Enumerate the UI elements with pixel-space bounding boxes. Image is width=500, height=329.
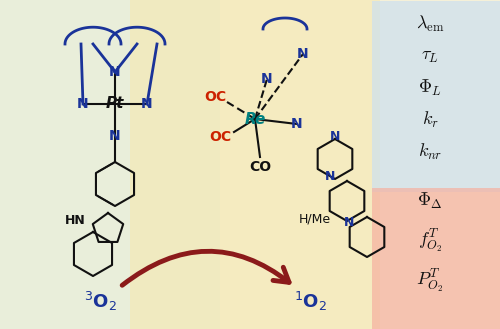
- Text: $P^T_{O_2}$: $P^T_{O_2}$: [416, 267, 444, 295]
- Text: $^1$O$_2$: $^1$O$_2$: [294, 290, 326, 313]
- Text: $\Phi_\Delta$: $\Phi_\Delta$: [417, 191, 443, 211]
- Text: N: N: [261, 72, 273, 86]
- Text: N: N: [141, 97, 153, 111]
- Text: $\lambda_\mathrm{em}$: $\lambda_\mathrm{em}$: [416, 14, 444, 34]
- Text: OC: OC: [204, 90, 226, 104]
- FancyBboxPatch shape: [372, 1, 500, 192]
- Text: HN: HN: [64, 215, 86, 227]
- FancyBboxPatch shape: [0, 0, 220, 329]
- Text: Re: Re: [244, 112, 266, 126]
- Text: N: N: [330, 131, 340, 143]
- Text: H/Me: H/Me: [299, 213, 331, 225]
- Text: $k_{nr}$: $k_{nr}$: [418, 142, 442, 162]
- Text: Pt: Pt: [106, 96, 124, 112]
- FancyBboxPatch shape: [372, 188, 500, 329]
- Text: N: N: [291, 117, 303, 131]
- Text: N: N: [77, 97, 89, 111]
- Text: CO: CO: [249, 160, 271, 174]
- Text: N: N: [109, 65, 121, 79]
- FancyArrowPatch shape: [122, 251, 289, 285]
- Text: N: N: [109, 129, 121, 143]
- Text: $\tau_L$: $\tau_L$: [421, 47, 439, 65]
- Text: N: N: [325, 170, 335, 184]
- Text: N: N: [344, 216, 354, 230]
- Text: OC: OC: [209, 130, 231, 144]
- Text: $f^T_{O_2}$: $f^T_{O_2}$: [418, 227, 442, 255]
- Text: $^3$O$_2$: $^3$O$_2$: [84, 290, 116, 313]
- Text: $k_r$: $k_r$: [422, 110, 438, 130]
- Text: $\Phi_L$: $\Phi_L$: [418, 78, 442, 98]
- Text: N: N: [297, 47, 309, 61]
- FancyBboxPatch shape: [130, 0, 380, 329]
